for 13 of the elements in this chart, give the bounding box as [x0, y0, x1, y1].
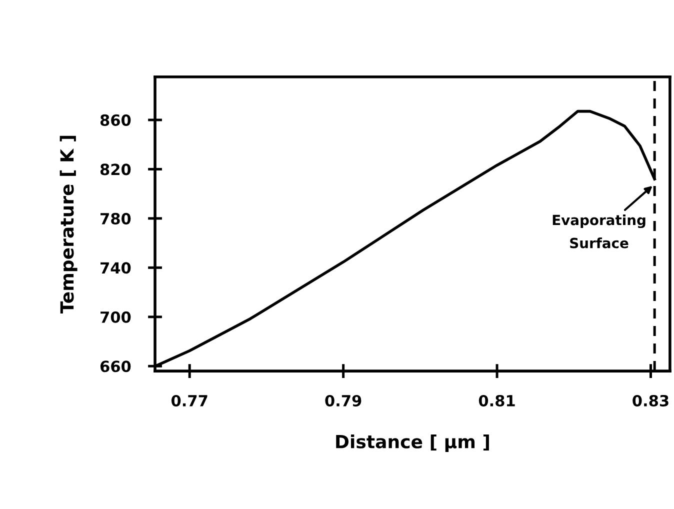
y-tick-label: 740 — [100, 262, 131, 274]
y-tick-label: 780 — [100, 212, 131, 224]
y-tick-label: 820 — [100, 164, 131, 176]
y-tick-label: 860 — [100, 114, 131, 126]
y-tick-label: 660 — [100, 360, 131, 372]
x-tick-label: 0.83 — [632, 394, 668, 406]
y-axis-title: Temperature [ K ] — [60, 136, 78, 314]
x-tick-label: 0.79 — [325, 394, 362, 406]
y-tick-label: 700 — [100, 311, 131, 323]
annotation: Evaporating Surface — [552, 214, 646, 248]
x-axis-title: Distance [ µm ] — [336, 434, 489, 452]
x-tick-label: 0.77 — [171, 394, 208, 406]
x-tick-label: 0.81 — [478, 394, 515, 406]
